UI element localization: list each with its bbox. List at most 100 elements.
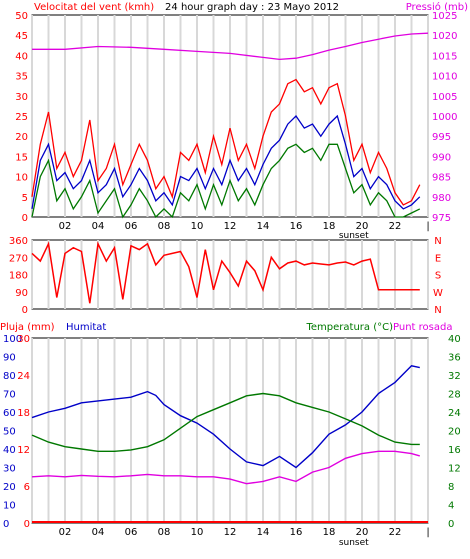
rain-tick-label: 24 bbox=[17, 371, 30, 382]
wind-tick-label: 5 bbox=[22, 193, 28, 204]
sunset-label-bottom: sunset bbox=[339, 538, 369, 548]
humidity-tick-label: 30 bbox=[3, 464, 16, 475]
pressure-tick-label: 980 bbox=[432, 193, 451, 204]
pressure-tick-label: 1020 bbox=[432, 31, 457, 42]
temperature-grid bbox=[31, 338, 429, 523]
compass-label: N bbox=[434, 236, 441, 247]
wind-tick-label: 20 bbox=[15, 132, 28, 143]
pressure-tick-label: 995 bbox=[432, 132, 451, 143]
series-line bbox=[31, 392, 420, 452]
humidity-tick-label: 80 bbox=[3, 371, 16, 382]
temperature-tick-label: 4 bbox=[448, 501, 454, 512]
wind-direction-series bbox=[31, 241, 420, 304]
x-tick-label: 12 bbox=[224, 527, 237, 538]
x-tick-label: 22 bbox=[389, 221, 402, 232]
pressure-tick-label: 990 bbox=[432, 152, 451, 163]
x-tick-label: 14 bbox=[257, 527, 270, 538]
x-tick-label: 04 bbox=[92, 221, 105, 232]
direction-degree-labels: 0 90 180 270 360 bbox=[9, 236, 28, 316]
direction-grid bbox=[31, 240, 429, 309]
pressure-tick-label: 1010 bbox=[432, 72, 457, 83]
x-tick-label: 12 bbox=[224, 221, 237, 232]
humidity-tick-label: 70 bbox=[3, 390, 16, 401]
temperature-tick-label: 16 bbox=[448, 445, 461, 456]
temperature-tick-label: 0 bbox=[448, 519, 454, 530]
temperature-tick-label: 40 bbox=[448, 334, 461, 345]
wind-tick-labels: 0 5 10 15 20 25 30 35 40 45 50 bbox=[15, 11, 28, 224]
x-tick-label: 08 bbox=[158, 221, 171, 232]
humidity-tick-label: 0 bbox=[3, 519, 9, 530]
x-tick-label: 10 bbox=[191, 527, 204, 538]
dewpoint-axis-label: Punt rosada bbox=[393, 322, 452, 333]
temperature-axis-label: Temperatura (°C) bbox=[305, 322, 393, 333]
wind-tick-label: 45 bbox=[15, 31, 28, 42]
wind-tick-label: 30 bbox=[15, 92, 28, 103]
humidity-tick-label: 40 bbox=[3, 445, 16, 456]
series-line bbox=[31, 78, 421, 206]
series-line bbox=[31, 143, 421, 219]
wind-grid bbox=[31, 15, 429, 217]
humidity-axis-label: Humitat bbox=[66, 322, 106, 333]
x-tick-label: 18 bbox=[323, 221, 336, 232]
temperature-humidity-series bbox=[31, 365, 428, 523]
series-line bbox=[31, 365, 420, 469]
sunset-label-top: sunset bbox=[339, 231, 369, 241]
compass-label: E bbox=[435, 253, 441, 264]
humidity-tick-label: 20 bbox=[3, 482, 16, 493]
temperature-tick-label: 32 bbox=[448, 371, 461, 382]
wind-tick-label: 10 bbox=[15, 173, 28, 184]
pressure-tick-label: 1015 bbox=[432, 51, 457, 62]
wind-tick-label: 35 bbox=[15, 72, 28, 83]
x-tick-label: 06 bbox=[125, 527, 138, 538]
x-tick-label: 16 bbox=[290, 221, 303, 232]
x-tick-label: 04 bbox=[92, 527, 105, 538]
x-tick-labels-top: 02 04 06 08 10 12 14 16 18 20 22 | bbox=[59, 221, 430, 232]
x-tick-label: 06 bbox=[125, 221, 138, 232]
wind-tick-label: 50 bbox=[15, 11, 28, 22]
humidity-tick-label: 90 bbox=[3, 353, 16, 364]
temperature-tick-labels: 0 4 8 12 16 20 24 28 32 36 40 bbox=[448, 334, 461, 530]
x-tick-label: 10 bbox=[191, 221, 204, 232]
direction-tick-label: 0 bbox=[22, 305, 28, 316]
compass-label: W bbox=[433, 288, 443, 299]
temperature-tick-label: 12 bbox=[448, 464, 461, 475]
rain-tick-label: 12 bbox=[17, 445, 30, 456]
x-tick-label: 02 bbox=[59, 527, 72, 538]
rain-tick-label: 6 bbox=[24, 482, 30, 493]
pressure-tick-label: 975 bbox=[432, 213, 451, 224]
x-tick-labels-bottom: 02 04 06 08 10 12 14 16 18 20 22 | bbox=[59, 527, 430, 538]
x-tick-label: 16 bbox=[290, 527, 303, 538]
series-line bbox=[31, 114, 421, 210]
direction-tick-label: 360 bbox=[9, 236, 28, 247]
x-tick-label: 14 bbox=[257, 221, 270, 232]
temperature-tick-label: 28 bbox=[448, 390, 461, 401]
pressure-tick-label: 1000 bbox=[432, 112, 457, 123]
x-tick-label: 18 bbox=[323, 527, 336, 538]
wind-axis-label: Velocitat del vent (kmh) bbox=[34, 2, 154, 13]
x-tick-label: 02 bbox=[59, 221, 72, 232]
rain-tick-label: 0 bbox=[24, 519, 30, 530]
temperature-tick-label: 20 bbox=[448, 427, 461, 438]
temperature-tick-label: 24 bbox=[448, 408, 461, 419]
pressure-tick-labels: 975 980 985 990 995 1000 1005 1010 1015 1020 1025 bbox=[432, 11, 457, 224]
wind-tick-label: 15 bbox=[15, 152, 28, 163]
rain-tick-label: 30 bbox=[17, 334, 30, 345]
pressure-tick-label: 1025 bbox=[432, 11, 457, 22]
pressure-tick-label: 1005 bbox=[432, 92, 457, 103]
rain-axis-label: Pluja (mm) bbox=[0, 322, 55, 333]
humidity-tick-label: 60 bbox=[3, 408, 16, 419]
direction-tick-label: 270 bbox=[9, 253, 28, 264]
direction-line bbox=[31, 241, 420, 304]
chart-title: 24 hour graph day : 23 Mayo 2012 bbox=[165, 2, 339, 13]
humidity-tick-label: 100 bbox=[3, 334, 22, 345]
x-tick-label: | bbox=[426, 527, 429, 538]
compass-label: N bbox=[434, 305, 441, 316]
temperature-tick-label: 36 bbox=[448, 353, 461, 364]
x-tick-label: | bbox=[426, 221, 429, 232]
x-tick-label: 20 bbox=[356, 527, 369, 538]
humidity-tick-label: 50 bbox=[3, 427, 16, 438]
pressure-axis-label: Pressió (mb) bbox=[406, 1, 468, 13]
wind-pressure-series bbox=[31, 32, 429, 219]
series-line bbox=[31, 450, 420, 485]
